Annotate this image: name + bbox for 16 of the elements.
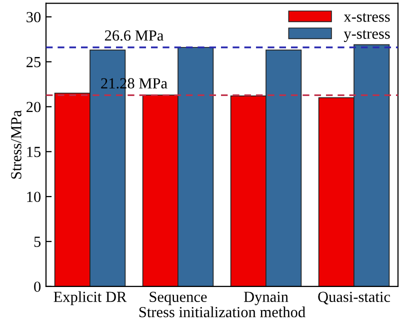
x-tick-label: Quasi-static	[318, 292, 390, 304]
x-tick-label: Explicit DR	[54, 291, 127, 306]
y-tick-label: 15	[27, 146, 41, 158]
y-tick-label: 20	[26, 102, 41, 112]
y-tick-label: 0	[34, 282, 41, 292]
y-tick-label: 10	[27, 192, 41, 202]
x-tick-label: Dynain	[244, 292, 288, 306]
x-axis-title: Stress initialization method	[139, 306, 306, 318]
legend-label: y-stress	[344, 30, 390, 42]
y-axis-title: Stress/MPa	[11, 110, 22, 179]
ref-line-label: 26.6 MPa	[104, 30, 164, 41]
y-tick-label: 25	[26, 56, 41, 68]
legend-label: x-stress	[344, 13, 390, 22]
y-tick-label: 5	[34, 236, 41, 247]
x-tick-label: Sequence	[150, 292, 207, 306]
y-tick-label: 30	[26, 12, 41, 22]
